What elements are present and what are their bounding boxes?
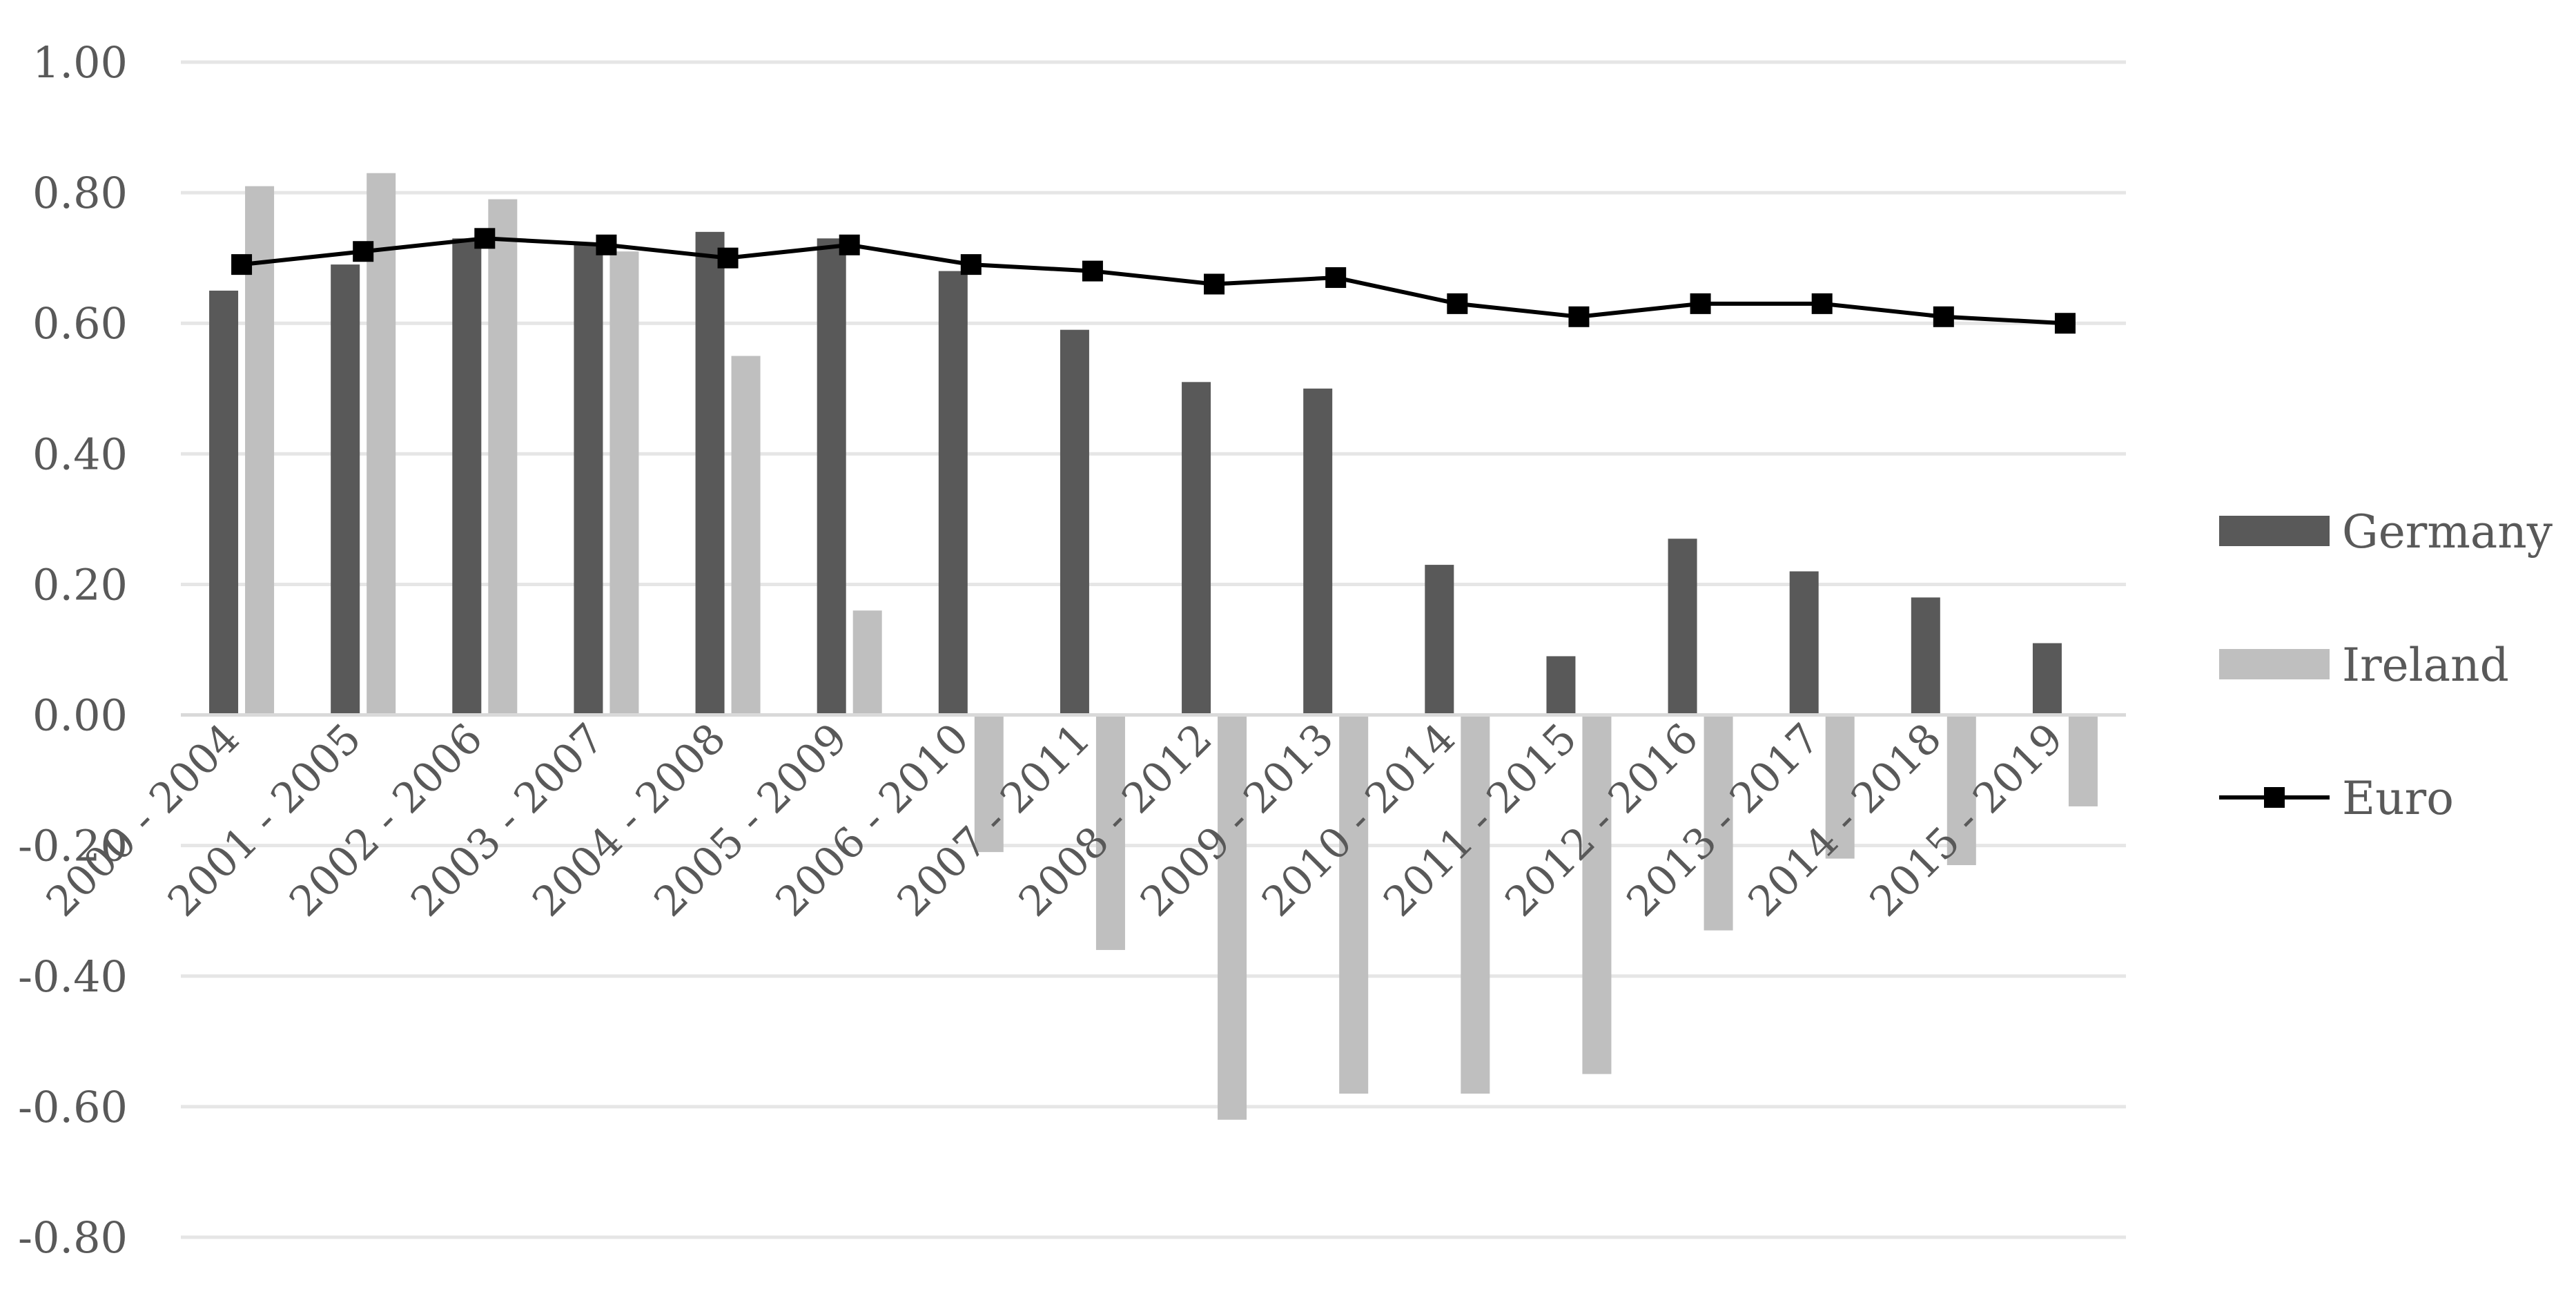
euro-marker xyxy=(1811,293,1833,314)
legend-label-euro: Euro xyxy=(2342,772,2454,825)
euro-marker xyxy=(1447,293,1468,314)
germany-bar xyxy=(1425,565,1454,715)
euro-marker xyxy=(1082,260,1103,282)
euro-line-series xyxy=(231,228,2076,334)
euro-marker xyxy=(231,254,253,275)
ireland-bar xyxy=(367,173,396,715)
ireland-bar xyxy=(1704,715,1733,931)
germany-bar xyxy=(331,264,360,715)
germany-bar xyxy=(1546,656,1576,715)
euro-marker xyxy=(2054,313,2076,334)
euro-marker xyxy=(1568,306,1590,327)
y-tick-label: 0.20 xyxy=(32,559,128,610)
euro-marker xyxy=(474,228,496,249)
ireland-bar xyxy=(609,251,639,715)
germany-bar xyxy=(938,271,968,715)
germany-bar xyxy=(1060,329,1089,715)
germany-bar xyxy=(695,231,725,715)
ireland-bar xyxy=(1825,715,1855,859)
y-tick-label: 0.80 xyxy=(32,168,128,218)
germany-bar xyxy=(452,238,482,715)
germany-bar xyxy=(209,290,239,715)
legend-label-ireland: Ireland xyxy=(2342,639,2509,692)
ireland-bar xyxy=(488,199,518,715)
euro-marker xyxy=(1690,293,1711,314)
euro-line xyxy=(241,236,2066,326)
y-tick-label: -0.60 xyxy=(18,1082,128,1132)
euro-marker xyxy=(1933,306,1954,327)
germany-bar xyxy=(817,238,846,715)
germany-bar xyxy=(1303,388,1333,715)
germany-bar xyxy=(1182,382,1211,715)
euro-marker xyxy=(353,241,374,262)
euro-marker xyxy=(960,254,982,275)
y-tick-label: 0.40 xyxy=(32,429,128,479)
germany-bar xyxy=(574,244,603,715)
ireland-bar xyxy=(1218,715,1247,1120)
legend-marker-euro xyxy=(2264,787,2285,808)
legend-label-germany: Germany xyxy=(2342,505,2553,559)
euro-marker xyxy=(1325,267,1347,289)
bars xyxy=(209,173,2098,1120)
euro-marker xyxy=(1204,273,1225,295)
germany-bar xyxy=(1668,539,1697,715)
ireland-bar xyxy=(731,356,761,715)
germany-bar xyxy=(1911,597,1940,715)
legend-swatch-germany xyxy=(2219,516,2330,546)
ireland-bar xyxy=(1461,715,1490,1094)
ireland-bar xyxy=(1339,715,1369,1094)
germany-bar xyxy=(2032,643,2062,715)
y-tick-label: 1.00 xyxy=(32,37,128,88)
ireland-bar xyxy=(1946,715,1976,866)
euro-marker xyxy=(839,234,860,255)
euro-marker xyxy=(596,234,617,255)
legend: Germany Ireland Euro xyxy=(2219,505,2553,825)
ireland-bar xyxy=(974,715,1004,853)
ireland-bar xyxy=(1095,715,1125,950)
euro-marker xyxy=(717,247,739,269)
germany-bar xyxy=(1789,571,1819,715)
legend-swatch-ireland xyxy=(2219,649,2330,679)
ireland-bar xyxy=(852,610,882,715)
y-tick-label: -0.20 xyxy=(18,821,128,871)
y-tick-label: 0.00 xyxy=(32,690,128,741)
y-tick-label: -0.40 xyxy=(18,951,128,1002)
ireland-bar xyxy=(1582,715,1612,1074)
y-tick-label: 0.60 xyxy=(32,298,128,349)
y-axis-tick-labels: 1.00 0.80 0.60 0.40 0.20 0.00 -0.20 -0.40 -0.60 -… xyxy=(18,37,128,1263)
ireland-bar xyxy=(2068,715,2098,806)
y-tick-label: -0.80 xyxy=(18,1212,128,1263)
